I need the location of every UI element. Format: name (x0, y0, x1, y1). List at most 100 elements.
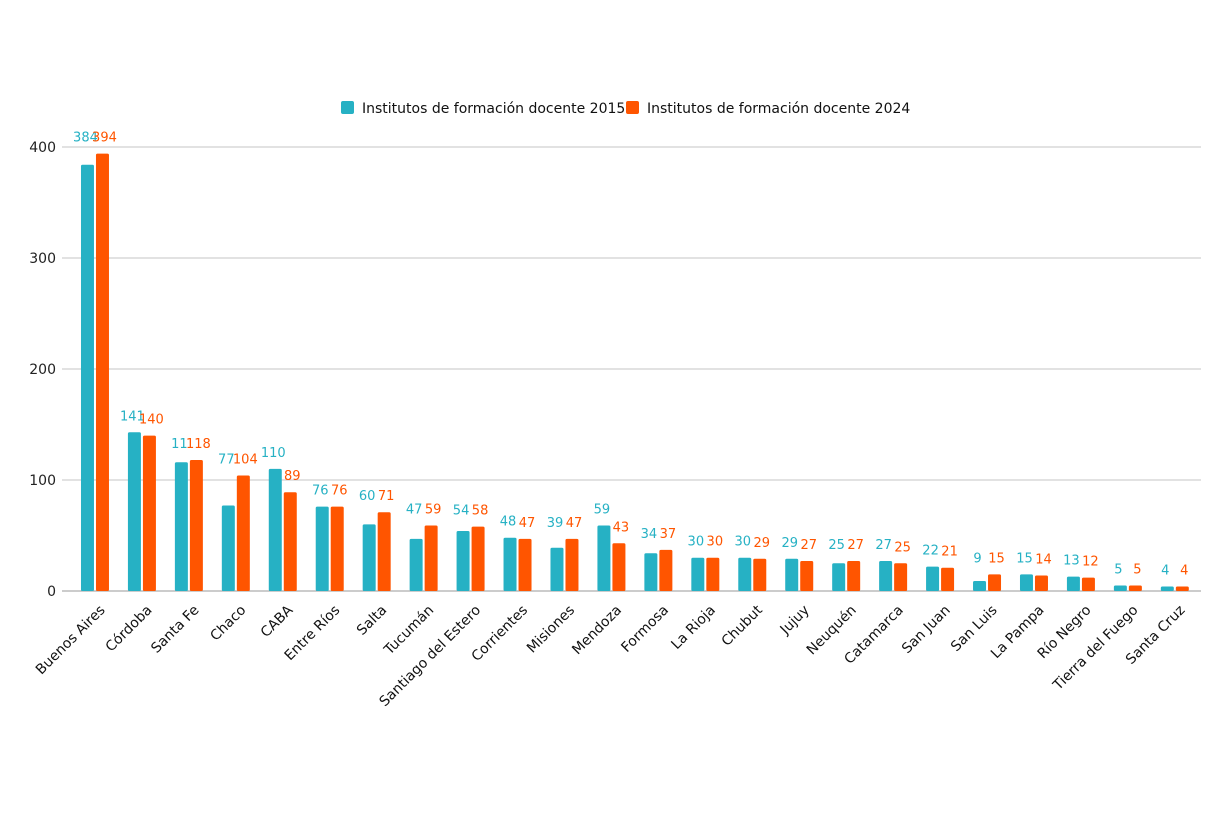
legend-label-2015: Institutos de formación docente 2015 (362, 101, 625, 117)
data-label-2024: 30 (707, 535, 724, 550)
bar-2024 (706, 557, 720, 591)
data-label-2015: 15 (1016, 551, 1033, 566)
bar-2024 (377, 512, 391, 591)
data-label-2024: 27 (800, 538, 817, 553)
legend-swatch-2024 (626, 101, 639, 114)
bar-2024 (988, 574, 1002, 591)
y-tick-label: 300 (29, 251, 56, 267)
data-label-2024: 394 (92, 131, 117, 146)
data-label-2015: 22 (922, 544, 939, 559)
data-label-2024: 25 (894, 540, 911, 555)
bar-2024 (471, 526, 485, 591)
bar-2024 (565, 538, 579, 591)
data-label-2024: 12 (1082, 555, 1099, 570)
data-label-2015: 60 (359, 489, 376, 504)
bar-2015 (174, 462, 188, 591)
data-label-2024: 47 (519, 516, 536, 531)
bars (80, 153, 1189, 591)
data-label-2024: 29 (754, 536, 771, 551)
data-label-2015: 47 (406, 503, 423, 518)
data-label-2024: 14 (1035, 552, 1052, 567)
data-label-2024: 21 (941, 545, 958, 560)
bar-2015 (879, 561, 893, 591)
data-label-2024: 37 (660, 527, 677, 542)
data-label-2024: 140 (139, 413, 164, 428)
x-tick-label: Tierra del Fuego (1050, 602, 1142, 694)
x-tick-label: Formosa (618, 602, 672, 656)
data-label-2015: 25 (828, 538, 845, 553)
bar-2015 (456, 531, 470, 591)
data-label-2015: 34 (641, 527, 658, 542)
data-label-2024: 43 (613, 520, 630, 535)
data-label-2015: 77 (218, 453, 235, 468)
bar-2015 (597, 525, 611, 591)
bar-2015 (1160, 586, 1174, 591)
bar-2024 (283, 492, 297, 591)
bar-2024 (659, 549, 673, 591)
data-label-2015: 39 (547, 516, 564, 531)
legend: Institutos de formación docente 2015 Inst… (341, 101, 910, 117)
bar-2024 (95, 153, 109, 591)
bar-2024 (894, 563, 908, 591)
data-label-2024: 71 (378, 489, 395, 504)
x-tick-label: Mendoza (569, 602, 625, 658)
bar-2015 (1019, 574, 1033, 591)
bar-2015 (738, 557, 752, 591)
bar-2015 (832, 563, 846, 591)
bar-2015 (503, 537, 517, 591)
data-label-2015: 4 (1161, 564, 1169, 579)
y-tick-label: 0 (47, 584, 56, 600)
y-tick-label: 100 (29, 473, 56, 489)
data-label-2024: 76 (331, 484, 348, 499)
bar-2024 (1128, 585, 1142, 591)
bar-2024 (142, 435, 156, 591)
y-tick-label: 200 (29, 362, 56, 378)
bar-2024 (847, 561, 861, 591)
bar-2015 (644, 553, 658, 591)
bar-2015 (127, 432, 141, 591)
data-label-2024: 47 (566, 516, 583, 531)
data-label-2015: 29 (781, 536, 798, 551)
data-label-2015: 48 (500, 515, 517, 530)
bar-2015 (80, 164, 94, 591)
x-tick-label: Salta (354, 602, 390, 638)
gridlines (62, 146, 1201, 592)
y-axis-tick-labels: 0 100 200 300 400 (29, 140, 56, 600)
data-label-2015: 30 (735, 535, 752, 550)
data-label-2024: 89 (284, 469, 301, 484)
data-label-2015: 384 (73, 131, 98, 146)
data-label-2015: 76 (312, 484, 329, 499)
data-label-2015: 59 (594, 503, 611, 518)
x-tick-label: Córdoba (103, 602, 156, 655)
data-label-2015: 11 (171, 437, 188, 452)
data-label-2015: 13 (1063, 554, 1080, 569)
bar-2015 (315, 506, 329, 591)
bar-2015 (550, 547, 564, 591)
bar-2015 (973, 581, 987, 591)
legend-label-2024: Institutos de formación docente 2024 (647, 101, 910, 117)
data-label-2015: 110 (261, 446, 286, 461)
bar-2015 (1066, 576, 1080, 591)
bar-2024 (1175, 586, 1189, 591)
data-label-2015: 141 (120, 409, 145, 424)
data-label-2015: 27 (875, 538, 892, 553)
bar-2024 (330, 506, 344, 591)
data-label-2024: 58 (472, 504, 489, 519)
x-tick-label: Chaco (207, 602, 249, 644)
data-label-2024: 27 (847, 538, 864, 553)
legend-swatch-2015 (341, 101, 354, 114)
data-label-2015: 9 (973, 551, 981, 566)
bar-2024 (800, 561, 814, 591)
bar-2024 (612, 543, 626, 591)
x-tick-label: San Juan (899, 602, 954, 657)
bar-2024 (1034, 575, 1048, 591)
data-label-2024: 15 (988, 551, 1005, 566)
bar-2024 (1081, 577, 1095, 591)
bar-2024 (941, 567, 955, 591)
data-label-2015: 5 (1114, 562, 1122, 577)
x-tick-label: Jujuy (777, 602, 813, 638)
bar-2024 (753, 558, 767, 591)
